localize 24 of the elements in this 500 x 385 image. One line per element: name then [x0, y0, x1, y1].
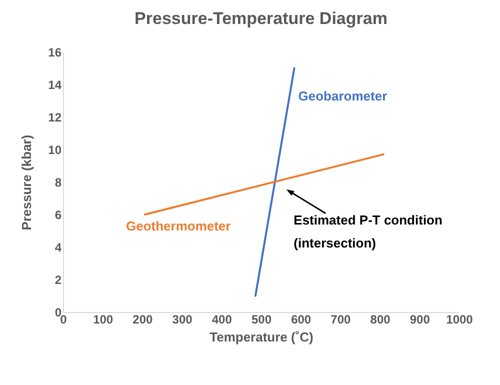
y-tick-label: 12 — [48, 110, 62, 124]
series-label: Geothermometer — [126, 218, 231, 234]
y-tick-label: 6 — [54, 208, 62, 222]
y-tick-label: 16 — [48, 46, 62, 60]
x-tick-label: 400 — [212, 312, 232, 326]
x-tick-label: 900 — [410, 312, 430, 326]
x-axis-title: Temperature (˚C) — [210, 330, 314, 344]
x-tick-label: 500 — [251, 312, 272, 326]
chart-title: Pressure-Temperature Diagram — [134, 9, 388, 28]
x-tick-label: 700 — [330, 312, 352, 326]
y-axis-title: Pressure (kbar) — [19, 134, 34, 230]
x-tick-label: 800 — [370, 312, 391, 326]
x-tick-label: 600 — [291, 312, 312, 326]
x-tick-label: 300 — [172, 312, 193, 326]
x-tick-label: 1000 — [446, 312, 474, 326]
annotation: Estimated P-T condition (intersection) — [294, 212, 442, 250]
series-label: Geobarometer — [298, 88, 388, 104]
y-tick-label: 14 — [48, 78, 62, 92]
y-tick-label: 2 — [54, 273, 62, 287]
y-tick-label: 10 — [48, 143, 62, 157]
y-tick-label: 8 — [54, 176, 62, 190]
y-tick-label: 4 — [54, 240, 62, 254]
x-tick-label: 200 — [132, 312, 154, 326]
x-tick-label: 100 — [93, 312, 114, 326]
